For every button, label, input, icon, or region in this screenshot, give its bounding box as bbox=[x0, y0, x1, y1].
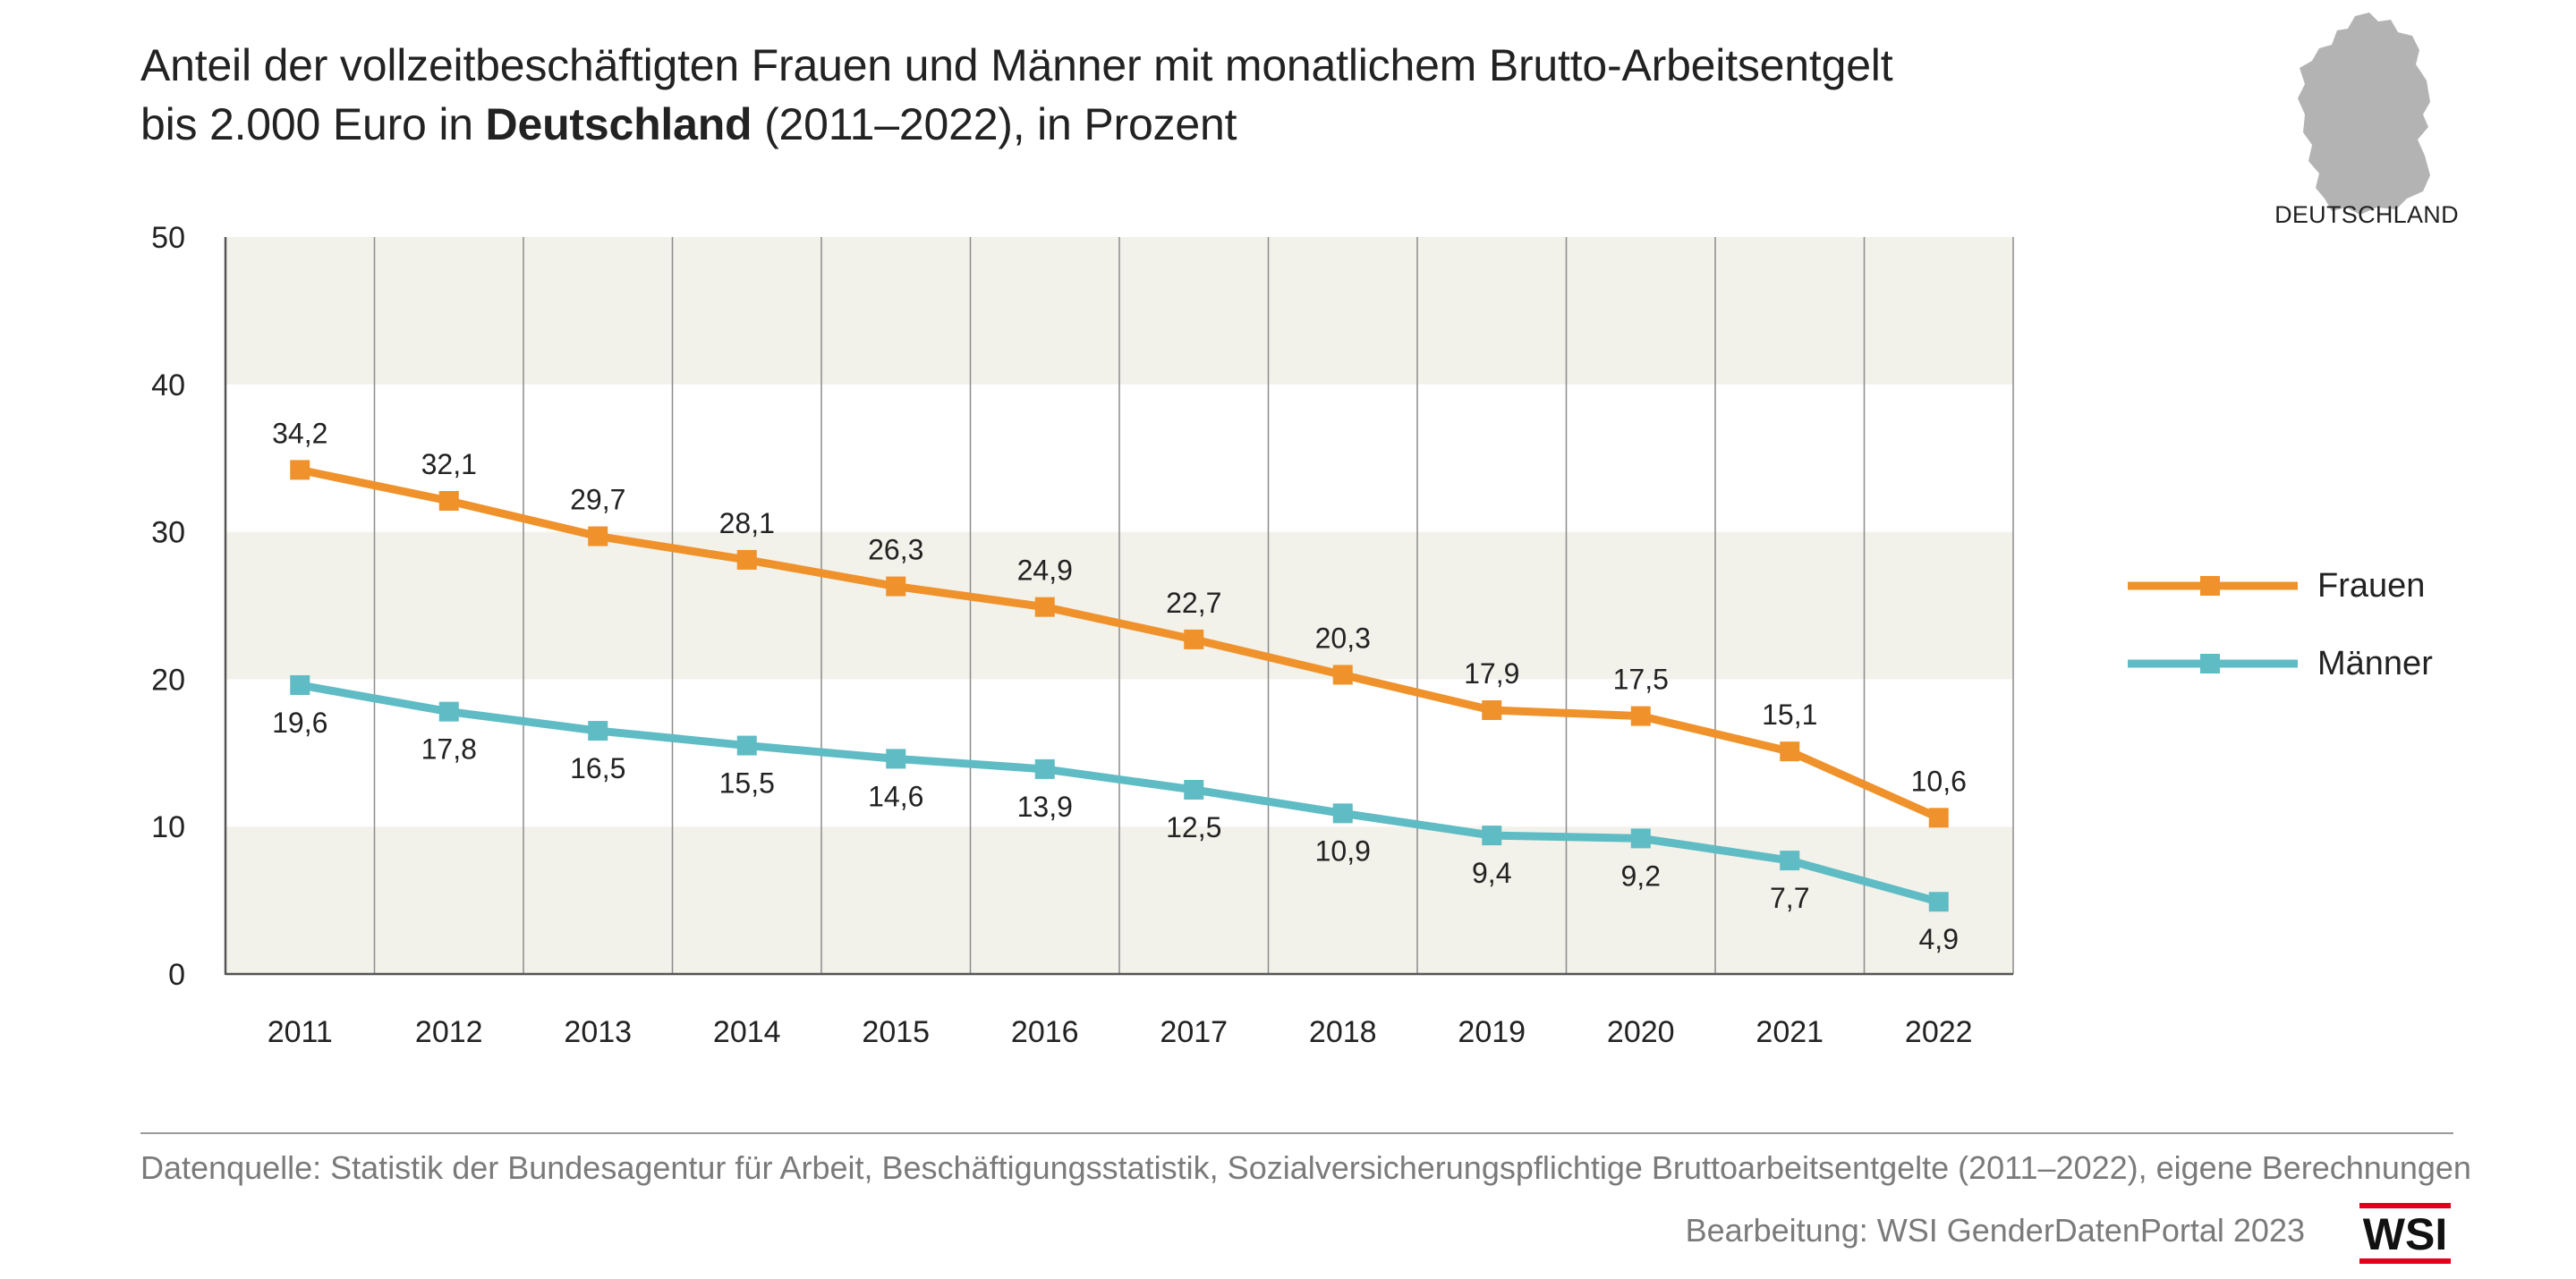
data-point bbox=[1630, 706, 1651, 726]
germany-map-icon bbox=[2298, 13, 2430, 215]
title-bold-region: Deutschland bbox=[485, 99, 752, 149]
series-line-1 bbox=[295, 681, 1943, 906]
data-labels: 34,2 32,1 29,7 28,1 26,3 24,9 22,7 20,3 17,9 17,5… bbox=[272, 417, 1967, 955]
x-tick-label: 2012 bbox=[415, 1015, 483, 1049]
credit-line: Bearbeitung: WSI GenderDatenPortal 2023 bbox=[1685, 1212, 2305, 1249]
y-tick-label: 0 bbox=[168, 958, 185, 992]
data-label: 17,8 bbox=[421, 733, 477, 766]
x-tick-label: 2019 bbox=[1458, 1015, 1526, 1049]
data-label: 22,7 bbox=[1166, 587, 1221, 619]
title-suffix: (2011–2022), in Prozent bbox=[752, 99, 1237, 149]
series-line-0 bbox=[295, 465, 1943, 822]
y-tick-labels: 0 10 20 30 40 50 bbox=[151, 221, 185, 992]
data-point bbox=[438, 701, 459, 722]
x-tick-label: 2013 bbox=[564, 1015, 632, 1049]
data-label: 28,1 bbox=[719, 507, 775, 539]
x-tick-label: 2011 bbox=[268, 1015, 333, 1049]
data-point bbox=[438, 490, 459, 511]
data-label: 17,5 bbox=[1613, 664, 1669, 696]
y-tick-label: 10 bbox=[151, 810, 185, 844]
data-point bbox=[1482, 700, 1502, 721]
data-label: 14,6 bbox=[868, 780, 923, 812]
y-tick-label: 30 bbox=[151, 516, 185, 550]
data-label: 10,9 bbox=[1315, 834, 1371, 867]
data-label: 29,7 bbox=[570, 484, 625, 516]
data-label: 26,3 bbox=[868, 534, 923, 566]
data-label: 17,9 bbox=[1464, 657, 1519, 690]
data-label: 15,1 bbox=[1762, 699, 1817, 731]
data-point bbox=[1928, 808, 1949, 828]
vertical-gridlines bbox=[373, 237, 2014, 974]
data-label: 34,2 bbox=[272, 417, 327, 449]
data-point bbox=[1928, 892, 1949, 912]
data-source: Datenquelle: Statistik der Bundesagentur… bbox=[140, 1149, 2471, 1186]
data-label: 16,5 bbox=[570, 752, 625, 784]
x-tick-label: 2020 bbox=[1607, 1015, 1675, 1049]
data-point bbox=[1184, 780, 1204, 800]
data-point bbox=[1332, 665, 1353, 685]
x-tick-label: 2014 bbox=[713, 1015, 781, 1049]
legend-swatch-maenner bbox=[2128, 654, 2298, 673]
data-point bbox=[1184, 629, 1204, 649]
y-tick-label: 20 bbox=[151, 663, 185, 697]
data-label: 19,6 bbox=[272, 707, 327, 739]
data-point bbox=[1780, 741, 1800, 762]
legend-item-maenner: Männer bbox=[2128, 644, 2433, 682]
data-point bbox=[1034, 597, 1055, 617]
footer-divider bbox=[140, 1132, 2453, 1134]
legend-label-maenner: Männer bbox=[2317, 644, 2433, 682]
data-point bbox=[290, 674, 310, 695]
data-label: 7,7 bbox=[1770, 882, 1809, 914]
y-tick-label: 50 bbox=[151, 221, 185, 255]
data-point bbox=[886, 749, 906, 769]
y-tick-label: 40 bbox=[151, 368, 185, 402]
data-label: 4,9 bbox=[1919, 923, 1959, 955]
data-point bbox=[1034, 758, 1055, 779]
data-label: 24,9 bbox=[1017, 555, 1073, 587]
data-label: 15,5 bbox=[719, 767, 775, 800]
chart-title: Anteil der vollzeitbeschäftigten Frauen … bbox=[140, 36, 1893, 154]
legend-label-frauen: Frauen bbox=[2317, 566, 2426, 605]
map-label: DEUTSCHLAND bbox=[2274, 201, 2459, 228]
x-tick-label: 2016 bbox=[1011, 1015, 1079, 1049]
x-tick-label: 2021 bbox=[1756, 1015, 1824, 1049]
data-label: 32,1 bbox=[421, 448, 477, 480]
data-label: 20,3 bbox=[1315, 622, 1371, 654]
data-point bbox=[1482, 826, 1502, 846]
title-line-2: bis 2.000 Euro in Deutschland (2011–2022… bbox=[140, 95, 1892, 154]
title-prefix: bis 2.000 Euro in bbox=[140, 99, 486, 149]
data-point bbox=[736, 735, 757, 756]
data-point bbox=[1332, 803, 1353, 824]
legend-swatch-frauen bbox=[2128, 576, 2298, 596]
data-label: 10,6 bbox=[1911, 765, 1967, 797]
data-label: 13,9 bbox=[1017, 791, 1073, 823]
data-point bbox=[1780, 851, 1800, 871]
legend-item-frauen: Frauen bbox=[2128, 566, 2426, 605]
x-tick-labels: 2011 2012 2013 2014 2015 2016 2017 2018 2019 2020… bbox=[268, 1015, 1973, 1049]
data-label: 9,2 bbox=[1621, 860, 1661, 892]
x-tick-label: 2017 bbox=[1160, 1015, 1228, 1049]
data-point bbox=[1630, 828, 1651, 849]
data-label: 12,5 bbox=[1166, 811, 1221, 843]
series-lines bbox=[290, 460, 1949, 912]
data-point bbox=[588, 721, 608, 741]
data-label: 9,4 bbox=[1472, 857, 1511, 889]
wsi-logo-text: WSI bbox=[2363, 1209, 2447, 1259]
line-chart: 0 10 20 30 40 50 2011 2012 2013 2014 2015 2016 2017… bbox=[151, 221, 2014, 1049]
data-point bbox=[736, 549, 757, 570]
wsi-logo: WSI bbox=[2359, 1203, 2451, 1264]
axes bbox=[224, 237, 2013, 976]
x-tick-label: 2018 bbox=[1309, 1015, 1377, 1049]
data-point bbox=[588, 526, 608, 546]
x-tick-label: 2022 bbox=[1905, 1015, 1973, 1049]
x-tick-label: 2015 bbox=[862, 1015, 930, 1049]
data-point bbox=[290, 460, 310, 480]
data-point bbox=[886, 576, 906, 597]
title-line-1: Anteil der vollzeitbeschäftigten Frauen … bbox=[140, 40, 1893, 90]
